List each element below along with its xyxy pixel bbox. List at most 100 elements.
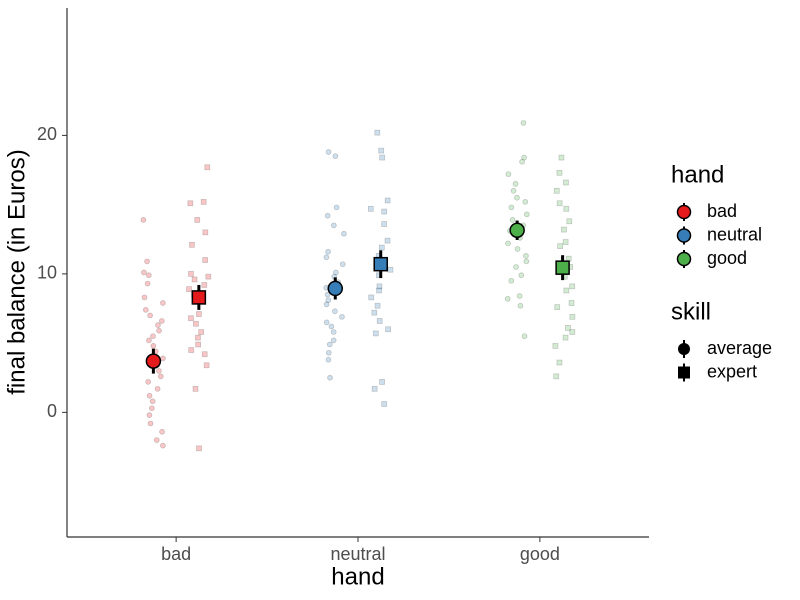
raw-point (558, 154, 565, 161)
raw-point (186, 286, 192, 292)
raw-point (201, 351, 208, 358)
raw-point (371, 309, 378, 316)
raw-point (384, 197, 391, 204)
raw-point (381, 401, 388, 407)
raw-point (150, 343, 157, 349)
raw-point (556, 200, 563, 207)
raw-point (325, 349, 332, 356)
raw-point (374, 129, 381, 136)
raw-point (554, 304, 561, 310)
raw-point (195, 334, 201, 341)
legend-key (678, 366, 690, 379)
raw-point (524, 211, 530, 218)
raw-point (367, 205, 374, 212)
raw-point (201, 282, 208, 288)
raw-point (323, 301, 330, 308)
raw-point (553, 187, 560, 194)
x-tick-label: neutral (330, 544, 385, 564)
raw-point (512, 181, 519, 187)
legend-title: hand (671, 161, 724, 188)
legend-label: expert (707, 361, 757, 381)
raw-point (333, 269, 339, 276)
raw-point (189, 241, 195, 248)
raw-point (339, 313, 345, 320)
raw-point (155, 322, 161, 328)
raw-point (508, 204, 515, 211)
mean-point (145, 353, 162, 369)
raw-point (330, 337, 337, 344)
y-tick-label: 20 (37, 124, 57, 144)
raw-point (510, 187, 517, 194)
raw-point (203, 362, 210, 369)
raw-point (371, 385, 378, 392)
raw-point (325, 248, 331, 255)
raw-point (146, 392, 153, 399)
raw-point (563, 287, 570, 294)
raw-point (569, 283, 576, 290)
raw-point (194, 217, 201, 223)
raw-point (202, 229, 209, 236)
legend-key (676, 204, 692, 220)
raw-point (159, 428, 165, 435)
raw-point (561, 226, 567, 233)
raw-point (379, 379, 385, 385)
raw-point (520, 120, 527, 126)
raw-point (339, 261, 346, 268)
raw-point (376, 287, 382, 294)
raw-point (324, 291, 331, 298)
raw-point (385, 326, 391, 333)
raw-point (323, 319, 330, 326)
raw-point (145, 379, 152, 385)
raw-point (519, 158, 525, 165)
raw-point (328, 323, 335, 330)
raw-point (323, 254, 330, 261)
raw-point (368, 294, 375, 301)
raw-point (193, 320, 199, 327)
raw-point (566, 218, 573, 225)
raw-point (508, 277, 515, 284)
raw-point (565, 325, 571, 331)
raw-point (146, 412, 153, 418)
raw-point (505, 240, 511, 247)
raw-point (160, 355, 166, 362)
raw-point (556, 169, 563, 176)
raw-point (504, 295, 511, 302)
raw-point (157, 373, 164, 380)
raw-point (569, 329, 576, 335)
raw-point (325, 356, 332, 363)
legend-label: bad (707, 201, 737, 221)
raw-point (324, 212, 331, 219)
raw-point (188, 315, 194, 322)
raw-point (188, 347, 195, 353)
x-axis-label: hand (331, 563, 384, 590)
raw-point (160, 442, 166, 449)
mean-point (191, 290, 207, 305)
raw-point (141, 294, 148, 301)
raw-point (516, 293, 523, 299)
raw-point (523, 253, 529, 259)
raw-point (156, 367, 162, 374)
raw-point (521, 333, 528, 340)
raw-point (195, 341, 202, 348)
raw-point (140, 217, 147, 223)
raw-point (374, 302, 381, 309)
mean-point (373, 256, 388, 272)
raw-point (384, 237, 391, 244)
raw-point (149, 398, 156, 405)
raw-point (514, 246, 521, 252)
raw-point (204, 164, 211, 171)
legend-key (676, 251, 692, 267)
raw-point (569, 313, 576, 320)
raw-point (158, 318, 165, 324)
raw-point (523, 258, 530, 265)
raw-point (381, 208, 388, 215)
raw-point (330, 329, 337, 335)
raw-point (513, 264, 519, 270)
raw-point (332, 153, 339, 160)
raw-point (200, 199, 207, 205)
raw-point (191, 276, 198, 283)
raw-point (147, 420, 154, 427)
raw-point (146, 337, 152, 344)
x-tick-label: bad (161, 544, 191, 564)
legend-key (676, 228, 692, 243)
